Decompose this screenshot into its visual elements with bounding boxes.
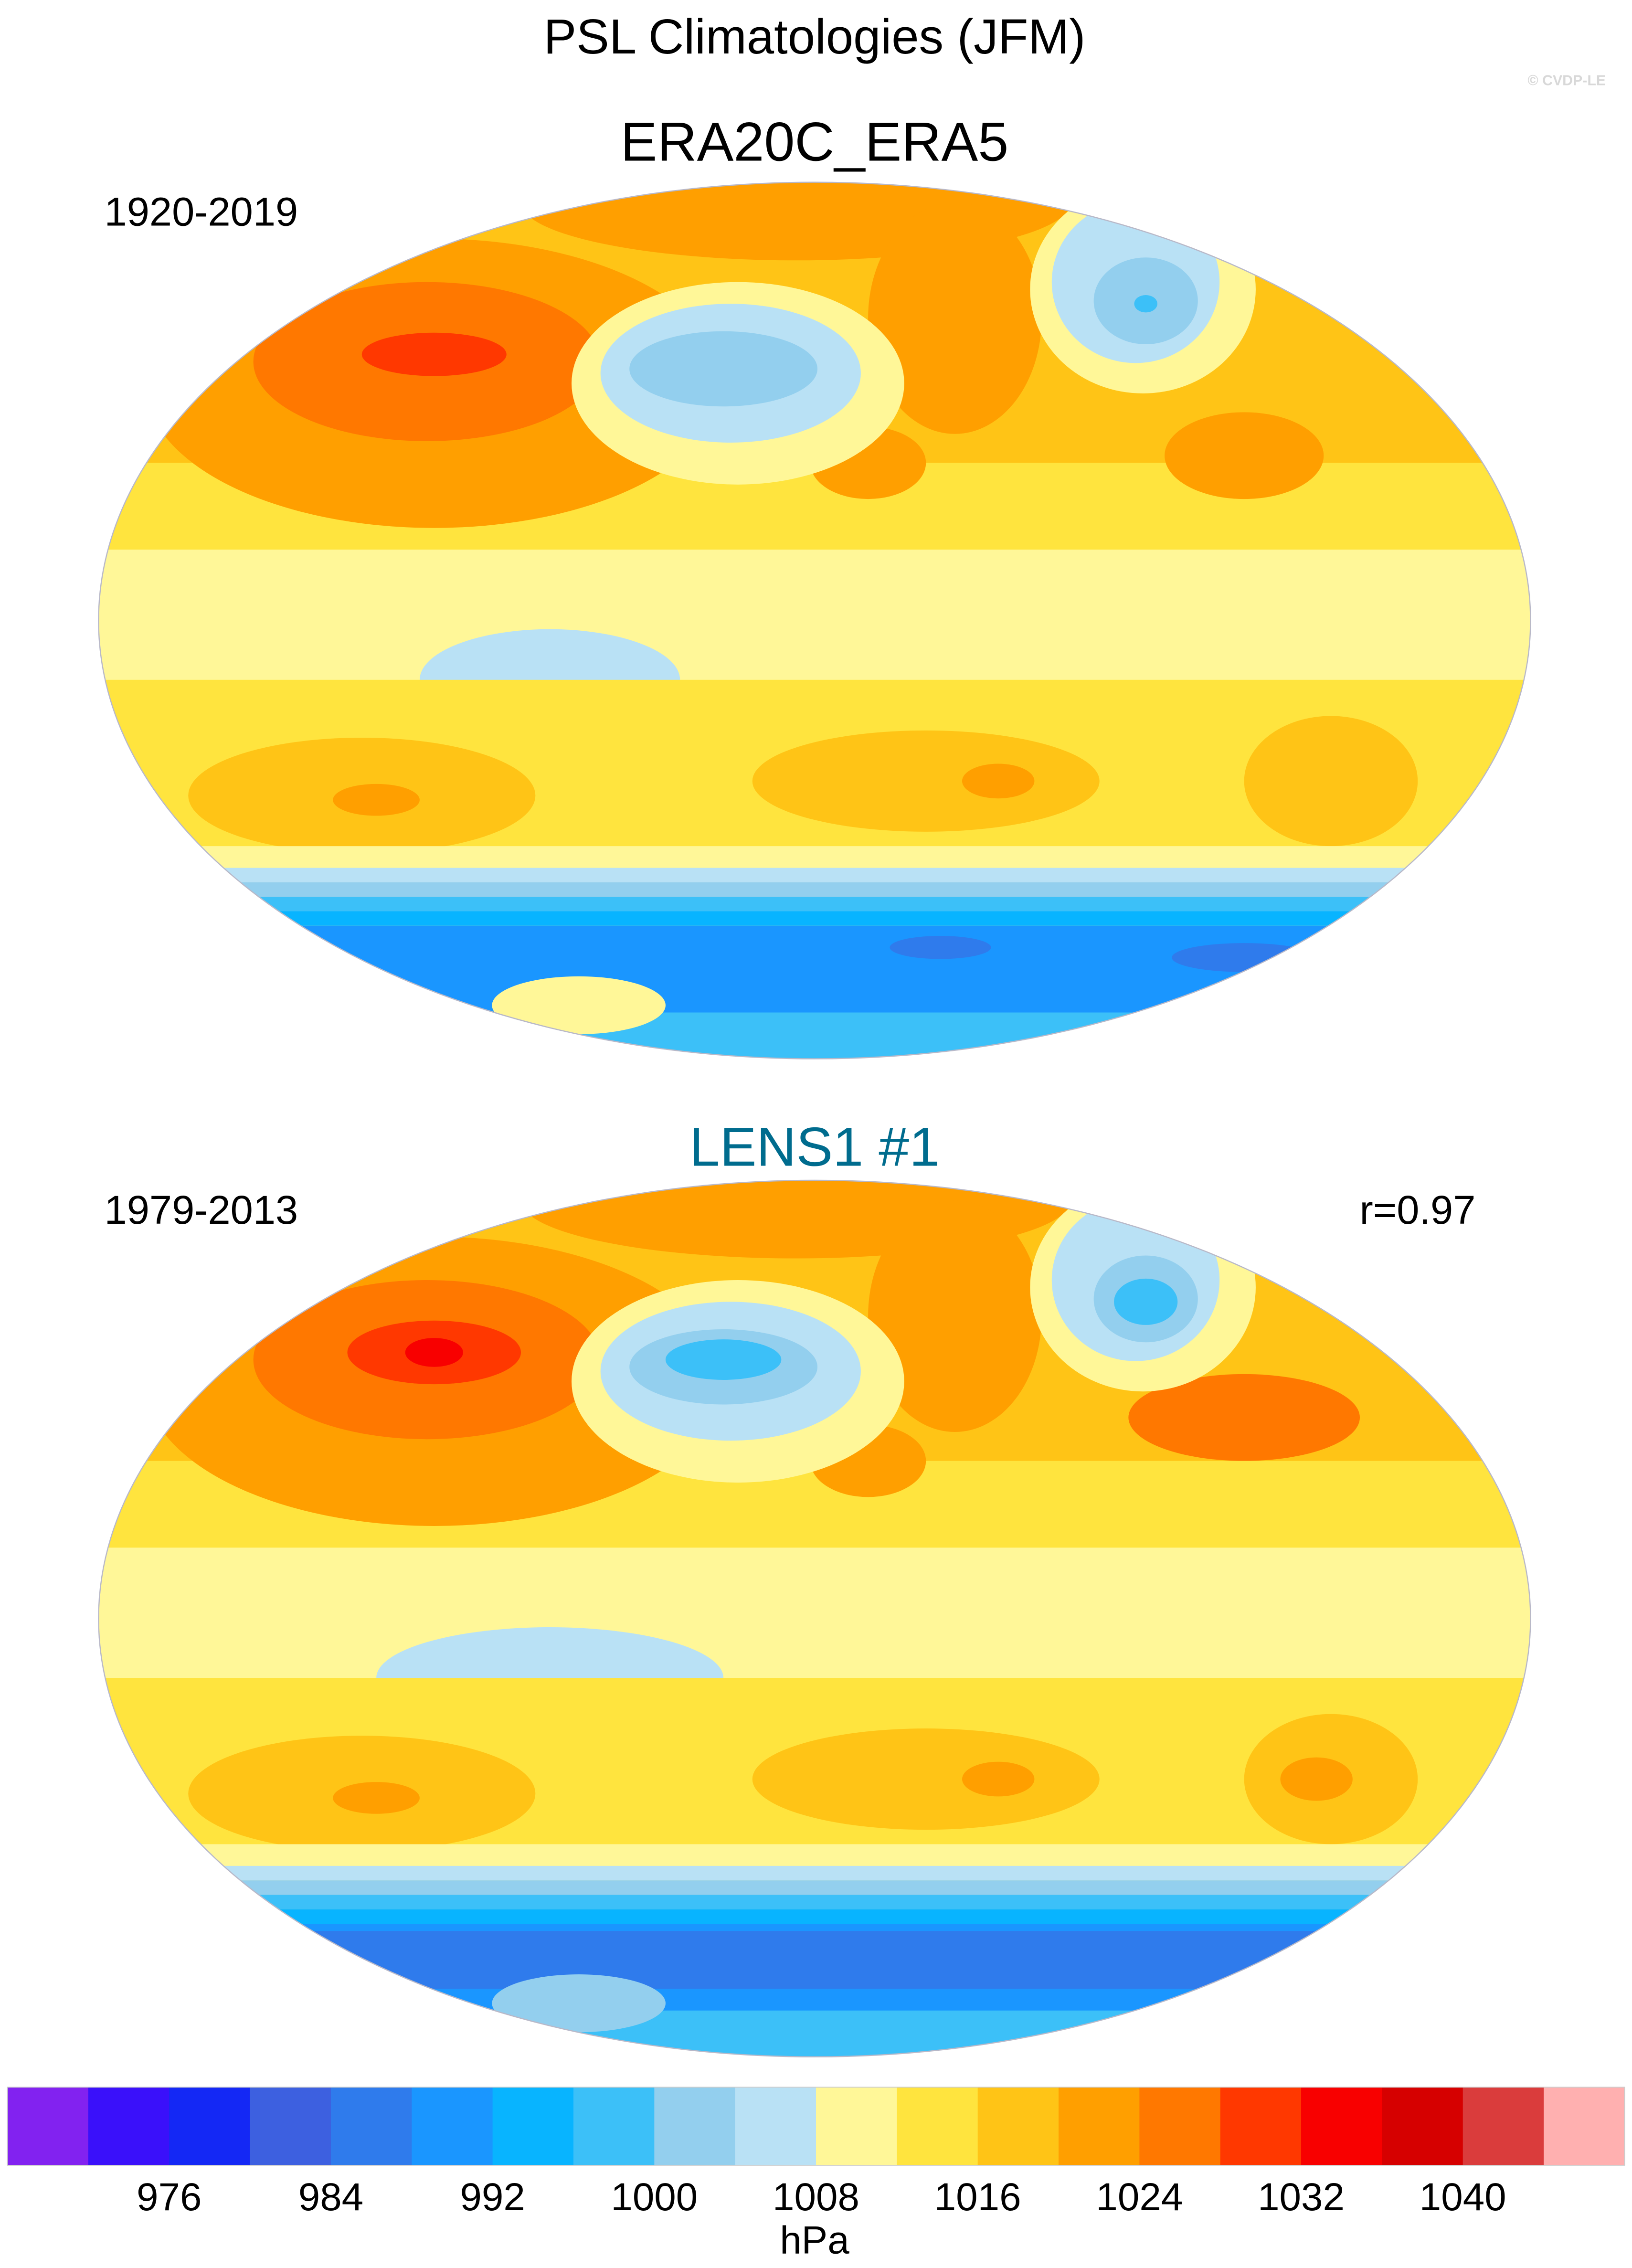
colorbar-swatch <box>1462 2087 1544 2165</box>
antarctic-high <box>492 976 666 1034</box>
panel-1-title: ERA20C_ERA5 <box>621 111 1009 172</box>
colorbar <box>7 2087 1625 2166</box>
south-indian-high-1024 <box>333 784 420 816</box>
north-america-high-1024 <box>868 202 1042 434</box>
panel-2-map <box>98 1180 1531 2057</box>
south-pacific-high-1020 <box>752 1728 1100 1830</box>
band-1008 <box>98 868 1531 882</box>
colorbar-swatch <box>250 2087 331 2165</box>
colorbar-tick-labels: 976 984 992 1000 1008 1016 1024 1032 1040 <box>137 2175 1506 2219</box>
south-indian-high-1024 <box>333 1782 420 1814</box>
south-pacific-high-1024 <box>962 763 1035 799</box>
azores-high <box>1128 1374 1360 1461</box>
colorbar-tick-label: 1024 <box>1096 2175 1183 2219</box>
colorbar-border <box>7 2087 1625 2166</box>
figure-title: PSL Climatologies (JFM) <box>543 9 1085 64</box>
colorbar-units: hPa <box>780 2219 849 2262</box>
band-1008 <box>98 1865 1531 1881</box>
colorbar-swatch <box>1301 2087 1383 2165</box>
tropics-1012 <box>98 550 1531 651</box>
azores-high <box>1165 412 1324 499</box>
colorbar-swatch <box>573 2087 655 2165</box>
colorbar-swatch <box>1139 2087 1221 2165</box>
colorbar-tick-label: 1032 <box>1258 2175 1345 2219</box>
colorbar-swatch <box>1220 2087 1302 2165</box>
colorbar-swatch <box>977 2087 1059 2165</box>
band-1012 <box>98 1844 1531 1866</box>
band-1004 <box>98 882 1531 897</box>
band-1000 <box>98 1895 1531 1909</box>
colorbar-swatch <box>412 2087 493 2165</box>
band-1012 <box>98 846 1531 868</box>
band-988 <box>98 1931 1531 1989</box>
south-atlantic-high-1020 <box>1244 716 1418 847</box>
band-996 <box>98 1909 1531 1924</box>
panel-2-map-border <box>98 1179 1531 2057</box>
colorbar-tick-label: 1016 <box>934 2175 1021 2219</box>
band-992 <box>98 925 1531 1059</box>
colorbar-swatch <box>88 2087 170 2165</box>
antarctic-high <box>492 1974 666 2033</box>
panel-1-map <box>98 182 1531 1059</box>
icelandic-low-1000 <box>1114 1278 1178 1325</box>
band-1004 <box>98 1880 1531 1895</box>
panel-2-title: LENS1 #1 <box>689 1117 940 1178</box>
antarctic-1000 <box>98 1012 1531 1059</box>
panel-1-map-border <box>98 181 1531 1060</box>
panel-2-period: 1979-2013 <box>105 1187 298 1232</box>
antarctic-1000 <box>98 2010 1531 2057</box>
band-996 <box>98 911 1531 926</box>
band-1000 <box>98 897 1531 911</box>
aleutian-low-1000 <box>665 1339 782 1380</box>
colorbar-tick-label: 976 <box>137 2175 201 2219</box>
south-pacific-high-1020 <box>752 730 1100 832</box>
colorbar-swatch <box>735 2087 816 2165</box>
colorbar-swatch <box>7 2087 89 2165</box>
aleutian-low-1004 <box>629 331 818 407</box>
colorbar-swatch <box>492 2087 574 2165</box>
colorbar-swatch <box>1059 2087 1140 2165</box>
colorbar-swatch <box>816 2087 898 2165</box>
low-988 <box>1172 943 1317 972</box>
panel-1-period: 1920-2019 <box>105 189 298 234</box>
colorbar-swatch <box>897 2087 978 2165</box>
colorbar-swatch <box>169 2087 251 2165</box>
colorbar-tick-label: 992 <box>460 2175 525 2219</box>
colorbar-swatch <box>654 2087 736 2165</box>
colorbar-tick-label: 1040 <box>1420 2175 1506 2219</box>
colorbar-swatch <box>330 2087 413 2165</box>
icelandic-low-1000 <box>1134 295 1157 313</box>
watermark: © CVDP-LE <box>1527 73 1606 89</box>
siberian-high-1032 <box>361 332 507 376</box>
south-atlantic-high-1024 <box>1280 1757 1353 1801</box>
tropics-1012 <box>98 1547 1531 1649</box>
panel-2-correlation: r=0.97 <box>1360 1187 1476 1232</box>
colorbar-tick-label: 984 <box>298 2175 363 2219</box>
siberian-high-1036 <box>405 1338 463 1367</box>
colorbar-swatch <box>1382 2087 1463 2165</box>
colorbar-swatch <box>1544 2087 1625 2165</box>
low-988 <box>890 935 991 959</box>
colorbar-tick-label: 1008 <box>773 2175 859 2219</box>
south-pacific-high-1024 <box>962 1761 1035 1797</box>
colorbar-tick-label: 1000 <box>611 2175 698 2219</box>
north-america-high-1024 <box>868 1200 1042 1432</box>
